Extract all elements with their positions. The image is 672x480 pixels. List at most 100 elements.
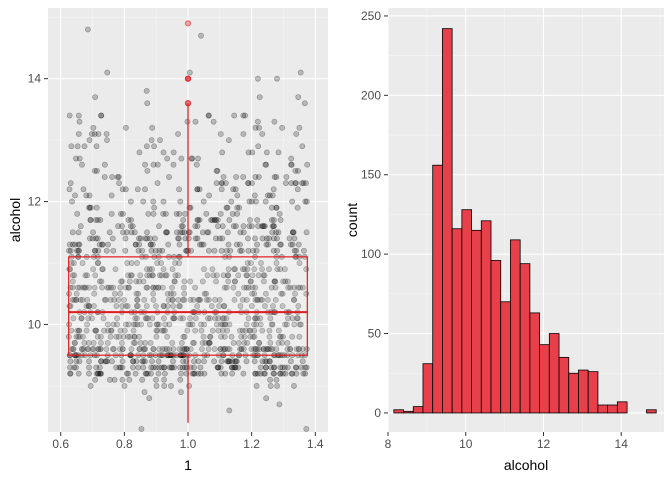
data-point [107, 376, 113, 383]
data-point [284, 339, 291, 346]
data-point [85, 315, 92, 322]
data-point [277, 370, 284, 377]
x-tick-label: 0.6 [52, 437, 69, 451]
data-point [78, 315, 85, 322]
data-point [169, 296, 175, 303]
data-point [263, 346, 270, 352]
data-point [264, 346, 271, 352]
data-point [245, 149, 252, 156]
data-point [278, 333, 284, 340]
data-point [277, 364, 284, 371]
data-point [281, 364, 288, 371]
data-point [211, 247, 218, 254]
data-point [101, 174, 108, 180]
data-point [291, 247, 298, 254]
data-point [272, 284, 279, 291]
data-point [272, 278, 279, 285]
data-point [71, 260, 77, 266]
data-point [84, 26, 91, 33]
data-point [84, 296, 91, 303]
data-point [80, 284, 87, 291]
data-point [73, 358, 80, 365]
data-point [271, 278, 278, 285]
data-point [277, 370, 284, 377]
data-point [119, 358, 126, 365]
data-point [163, 346, 170, 352]
data-point [299, 180, 306, 187]
data-point [224, 204, 231, 211]
data-point [136, 241, 143, 248]
data-point [147, 339, 154, 346]
data-point [108, 210, 115, 217]
data-point [278, 290, 285, 297]
data-point [140, 346, 147, 352]
data-point [150, 290, 157, 297]
data-point [144, 235, 150, 242]
data-point [117, 290, 124, 297]
data-point [260, 346, 267, 352]
data-point [152, 284, 159, 291]
data-point [303, 364, 310, 371]
data-point [142, 235, 149, 242]
data-point [247, 217, 253, 223]
data-point [98, 358, 104, 365]
data-point [291, 383, 297, 389]
data-point [273, 260, 280, 266]
data-point [76, 327, 82, 334]
data-point [122, 247, 129, 254]
data-point [222, 321, 229, 328]
data-point [162, 272, 169, 279]
histogram-bar [646, 409, 657, 414]
data-point [198, 32, 204, 39]
data-point [90, 339, 97, 346]
data-point [291, 235, 298, 242]
x-axis-title: 1 [184, 457, 192, 473]
data-point [164, 290, 171, 297]
data-point [295, 284, 302, 291]
data-point [166, 364, 173, 371]
data-point [286, 235, 293, 242]
data-point [205, 112, 212, 119]
data-point [153, 383, 160, 389]
data-point [211, 346, 218, 352]
data-point [144, 229, 150, 236]
data-point [174, 229, 180, 236]
data-point [96, 364, 103, 371]
data-point [225, 241, 232, 248]
data-point [288, 180, 295, 187]
data-point [273, 346, 280, 352]
data-point [86, 284, 92, 291]
data-point [262, 161, 269, 168]
data-point [199, 346, 205, 352]
data-point [198, 327, 205, 334]
data-point [189, 321, 196, 328]
data-point [177, 229, 184, 236]
data-point [238, 346, 245, 352]
data-point [82, 272, 89, 279]
data-point [181, 229, 188, 236]
data-point [253, 383, 260, 389]
data-point [159, 327, 166, 334]
data-point [73, 364, 79, 371]
data-point [274, 75, 280, 82]
data-point [267, 339, 274, 346]
data-point [145, 315, 151, 322]
data-point [99, 284, 105, 291]
data-point [294, 315, 300, 322]
data-point [213, 217, 220, 223]
data-point [94, 260, 101, 266]
x-tick-label: 0.8 [116, 437, 133, 451]
histogram-bar [510, 239, 521, 414]
data-point [70, 346, 77, 352]
data-point [288, 161, 295, 168]
data-point [81, 143, 88, 150]
data-point [119, 346, 126, 352]
data-point [162, 327, 168, 334]
data-point [94, 333, 101, 340]
data-point [111, 290, 118, 297]
data-point [271, 174, 278, 180]
data-point [299, 143, 306, 150]
data-point [80, 186, 87, 193]
data-point [217, 210, 224, 217]
data-point [199, 229, 206, 236]
